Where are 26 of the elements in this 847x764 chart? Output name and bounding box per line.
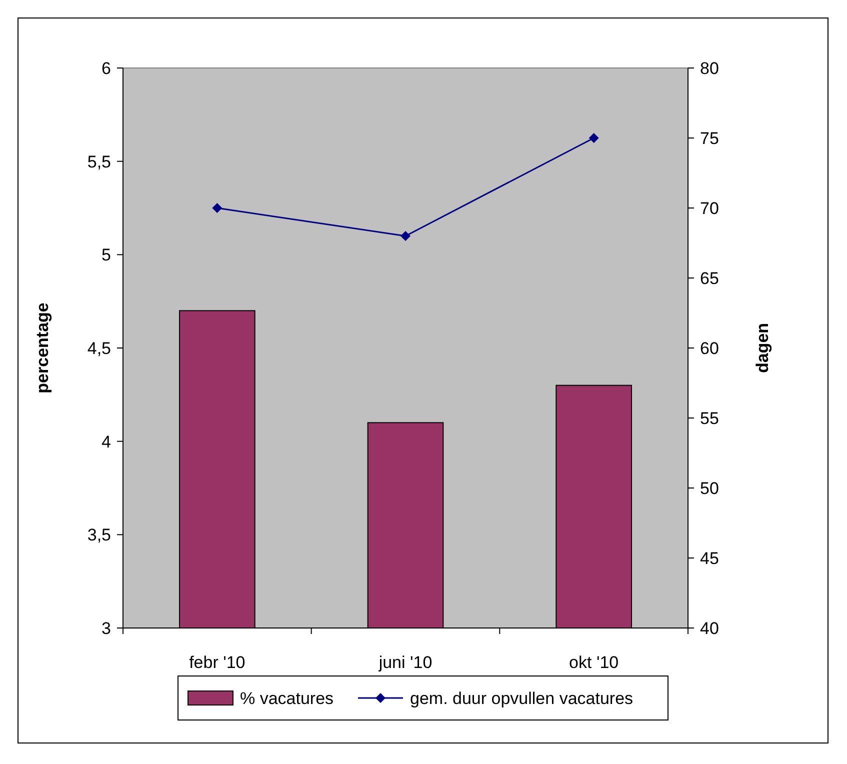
x-tick-label: okt '10 bbox=[569, 653, 619, 672]
y-tick-label: 4,5 bbox=[87, 338, 111, 358]
y2-tick-label: 65 bbox=[700, 268, 719, 288]
point bbox=[400, 231, 410, 241]
x-tick-label: febr '10 bbox=[189, 653, 246, 672]
point bbox=[212, 203, 222, 213]
legend-label: % vacatures bbox=[240, 688, 334, 708]
y2-tick-label: 55 bbox=[700, 408, 719, 428]
y-tick-label: 3 bbox=[102, 618, 111, 638]
legend-label: gem. duur opvullen vacatures bbox=[410, 688, 634, 708]
y2-tick-label: 40 bbox=[700, 618, 719, 638]
y2-tick-label: 45 bbox=[700, 548, 719, 568]
y-tick-label: 5 bbox=[102, 246, 111, 265]
y2-tick-label: 50 bbox=[700, 478, 719, 498]
y-tick-label: 4 bbox=[102, 432, 111, 452]
x-tick-label: juni '10 bbox=[378, 653, 432, 672]
y-tick-label: 3,5 bbox=[87, 526, 111, 545]
y2-tick-label: 80 bbox=[700, 58, 719, 78]
y2-tick-label: 60 bbox=[700, 338, 719, 358]
y2-tick-label: 70 bbox=[700, 198, 719, 218]
y-tick-label: 6 bbox=[102, 58, 111, 78]
y-axis-title: percentage bbox=[33, 302, 52, 394]
y-tick-label: 5,5 bbox=[87, 152, 111, 172]
y2-axis-title: dagen bbox=[753, 322, 772, 374]
point bbox=[588, 133, 599, 143]
y2-tick-label: 75 bbox=[700, 128, 719, 148]
